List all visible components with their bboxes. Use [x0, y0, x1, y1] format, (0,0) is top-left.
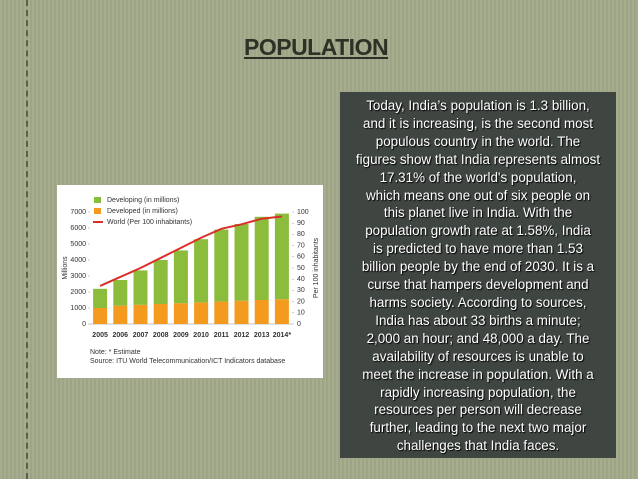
- y-tick-label: 1000: [70, 305, 86, 312]
- y-tick-label: 3000: [70, 273, 86, 280]
- y2-tick-label: 30: [297, 287, 305, 294]
- text-line: harms society. According to sources,: [369, 294, 587, 310]
- bar-segment: [254, 216, 269, 300]
- bar-segment: [93, 288, 108, 308]
- figure-note: Source: ITU World Telecommunication/ICT …: [90, 358, 285, 365]
- text-line: resources per person will decrease: [374, 402, 582, 418]
- y2-tick-label: 80: [297, 231, 305, 238]
- figure-note: Note: * Estimate: [90, 349, 141, 356]
- y2-tick-label: 20: [297, 298, 305, 305]
- y-tick-label: 0: [82, 321, 86, 328]
- stitch-border: [26, 0, 28, 479]
- y2-tick-label: 50: [297, 265, 305, 272]
- text-line: Today, India’s population is 1.3 billion…: [366, 98, 590, 113]
- x-tick-label: 2007: [133, 332, 149, 339]
- bar-segment: [153, 260, 168, 304]
- x-tick-label: 2013: [254, 332, 270, 339]
- bar-segment: [113, 305, 128, 324]
- y2-axis-label: Per 100 inhabitants: [313, 237, 320, 298]
- legend-swatch: [94, 197, 101, 203]
- legend-swatch: [94, 208, 101, 214]
- text-line: 17.31% of the world's population,: [379, 169, 577, 185]
- legend-label: World (Per 100 inhabitants): [107, 219, 192, 226]
- slide-title: POPULATION: [244, 34, 389, 60]
- y-tick-label: 6000: [70, 225, 86, 232]
- y2-tick-label: 90: [297, 220, 305, 227]
- text-line: challenges that India faces.: [396, 438, 560, 454]
- y-tick-label: 5000: [70, 241, 86, 248]
- bar-segment: [274, 299, 289, 324]
- text-line: this planet live in India. With the: [383, 205, 573, 221]
- y2-tick-label: 70: [297, 242, 305, 249]
- text-line: India has about 33 births a minute;: [375, 312, 581, 328]
- text-line: is predicted to have more than 1.53: [373, 241, 583, 257]
- text-line: populous country in the world. The: [375, 133, 581, 149]
- text-line: figures show that India represents almos…: [355, 151, 601, 167]
- x-tick-label: 2006: [113, 332, 129, 339]
- text-line: billion people by the end of 2030. It is…: [361, 259, 595, 275]
- x-tick-label: 2005: [92, 332, 108, 339]
- y2-tick-label: 100: [297, 209, 309, 216]
- bar-segment: [214, 301, 229, 324]
- bar-segment: [173, 250, 188, 304]
- legend-label: Developing (in millions): [107, 197, 179, 204]
- text-line: rapidly increasing population, the: [380, 384, 576, 400]
- text-line: further, leading to the next two major: [369, 420, 587, 436]
- bar-segment: [234, 300, 249, 324]
- y2-tick-label: 10: [297, 310, 305, 317]
- y-axis-label: Millions: [62, 256, 69, 280]
- x-tick-label: 2010: [193, 332, 209, 339]
- bar-segment: [133, 304, 148, 324]
- bar-segment: [133, 270, 148, 305]
- x-tick-label: 2012: [234, 332, 250, 339]
- bar-segment: [173, 303, 188, 324]
- text-line: availability of resources is unable to: [372, 348, 584, 364]
- chart-figure: 0 1000 2000 3000 4000 5000 6000 7000 0 10 20 30 40 50…: [57, 185, 323, 378]
- line-series: [99, 215, 283, 287]
- y-tick-label: 4000: [70, 257, 86, 264]
- bar-segment: [254, 300, 269, 324]
- bar-segment: [93, 308, 108, 324]
- bar-segment: [274, 213, 289, 300]
- text-line: meet the increase in population. With a: [362, 366, 594, 382]
- y-tick-label: 7000: [70, 209, 86, 216]
- x-tick-label: 2009: [173, 332, 189, 339]
- bar-segment: [153, 304, 168, 324]
- x-tick-label: 2011: [214, 332, 229, 339]
- text-line: curse that hampers development and: [367, 277, 589, 293]
- text-line: 2,000 an hour; and 48,000 a day. The: [366, 330, 590, 346]
- y2-tick-label: 40: [297, 276, 305, 283]
- bar-segment: [234, 224, 249, 301]
- bar-segment: [194, 239, 209, 303]
- y-tick-label: 2000: [70, 289, 86, 296]
- legend-label: Developed (in millions): [107, 208, 178, 215]
- text-line: population growth rate at 1.58%, India: [365, 223, 591, 239]
- bar-segment: [113, 280, 128, 306]
- text-box: Today, India’s population is 1.3 billion…: [340, 92, 616, 458]
- x-tick-label: 2008: [153, 332, 169, 339]
- x-tick-label: 2014*: [273, 332, 292, 339]
- bar-segment: [194, 302, 209, 324]
- text-line: and it is increasing, is the second most: [363, 115, 593, 131]
- bar-segment: [214, 229, 229, 302]
- y2-tick-label: 60: [297, 254, 305, 261]
- text-line: which means one out of six people on: [365, 187, 591, 203]
- y2-tick-label: 0: [297, 321, 301, 328]
